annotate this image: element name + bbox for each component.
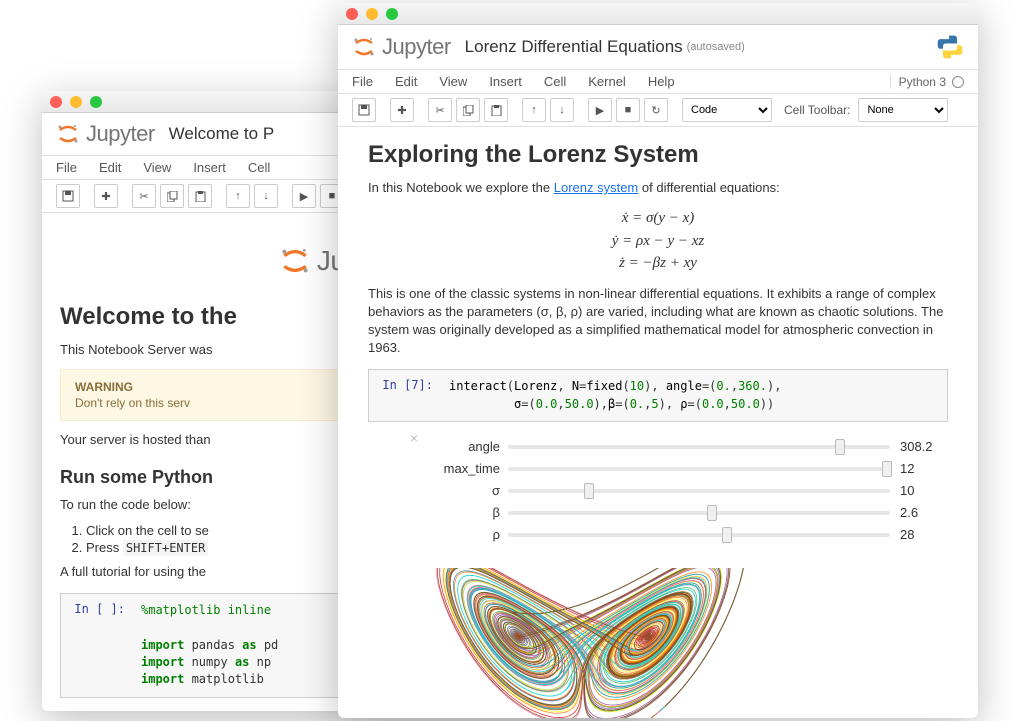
slider-value: 28 xyxy=(900,527,948,542)
notebook-title[interactable]: Lorenz Differential Equations xyxy=(465,37,683,57)
run-button[interactable]: ▶ xyxy=(588,98,612,122)
menu-file[interactable]: File xyxy=(352,74,373,89)
jupyter-icon xyxy=(56,122,80,146)
slider-angle[interactable] xyxy=(508,438,890,454)
menu-file[interactable]: File xyxy=(56,160,77,175)
cell-type-select[interactable]: Code xyxy=(682,98,772,122)
cell-code[interactable]: interact(Lorenz, N=fixed(10), angle=(0.,… xyxy=(439,370,947,421)
jupyter-logo: Jupyter xyxy=(352,34,451,60)
paste-button[interactable] xyxy=(484,98,508,122)
run-button[interactable]: ▶ xyxy=(292,184,316,208)
page-heading: Exploring the Lorenz System xyxy=(368,141,948,169)
slider-value: 10 xyxy=(900,483,948,498)
toolbar: ✚ ✂ ↑ ↓ ▶ ■ ↻ Code Cell Toolbar: None xyxy=(338,94,978,127)
slider-σ[interactable] xyxy=(508,482,890,498)
add-cell-button[interactable]: ✚ xyxy=(390,98,414,122)
cell-toolbar-label: Cell Toolbar: xyxy=(784,103,850,117)
cell-toolbar-select[interactable]: None xyxy=(858,98,948,122)
slider-row: max_time 12 xyxy=(428,460,948,476)
intro-paragraph: In this Notebook we explore the Lorenz s… xyxy=(368,179,948,197)
menu-edit[interactable]: Edit xyxy=(99,160,121,175)
paste-button[interactable] xyxy=(188,184,212,208)
slider-label: σ xyxy=(428,483,500,498)
move-down-button[interactable]: ↓ xyxy=(254,184,278,208)
menu-view[interactable]: View xyxy=(439,74,467,89)
notebook-body: Exploring the Lorenz System In this Note… xyxy=(338,127,978,718)
minimize-icon[interactable] xyxy=(366,8,378,20)
description: This is one of the classic systems in no… xyxy=(368,285,948,358)
add-cell-button[interactable]: ✚ xyxy=(94,184,118,208)
slider-label: β xyxy=(428,505,500,520)
kernel-status-icon xyxy=(952,76,964,88)
menu-insert[interactable]: Insert xyxy=(193,160,226,175)
cell-prompt: In [7]: xyxy=(369,370,439,421)
close-icon[interactable] xyxy=(346,8,358,20)
python-icon xyxy=(936,33,964,61)
move-down-button[interactable]: ↓ xyxy=(550,98,574,122)
logo-text: Jupyter xyxy=(86,121,155,147)
code-cell[interactable]: In [7]: interact(Lorenz, N=fixed(10), an… xyxy=(368,369,948,422)
header: Jupyter Lorenz Differential Equations (a… xyxy=(338,25,978,70)
front-window: Jupyter Lorenz Differential Equations (a… xyxy=(338,3,978,718)
equations: ẋ = σ(y − x) ẏ = ρx − y − xz ż = −βz + x… xyxy=(368,207,948,275)
slider-label: max_time xyxy=(428,461,500,476)
jupyter-icon xyxy=(279,245,311,277)
slider-label: ρ xyxy=(428,527,500,542)
slider-label: angle xyxy=(428,439,500,454)
cut-button[interactable]: ✂ xyxy=(132,184,156,208)
zoom-icon[interactable] xyxy=(90,96,102,108)
slider-row: ρ 28 xyxy=(428,526,948,542)
menu-insert[interactable]: Insert xyxy=(489,74,522,89)
lorenz-plot xyxy=(368,568,798,718)
logo-text: Jupyter xyxy=(382,34,451,60)
close-icon[interactable] xyxy=(50,96,62,108)
copy-button[interactable] xyxy=(160,184,184,208)
lorenz-link[interactable]: Lorenz system xyxy=(554,180,639,195)
zoom-icon[interactable] xyxy=(386,8,398,20)
slider-value: 12 xyxy=(900,461,948,476)
slider-row: angle 308.2 xyxy=(428,438,948,454)
titlebar xyxy=(338,3,978,25)
slider-ρ[interactable] xyxy=(508,526,890,542)
close-widget-icon[interactable]: × xyxy=(410,430,418,446)
notebook-title[interactable]: Welcome to P xyxy=(169,124,275,144)
minimize-icon[interactable] xyxy=(70,96,82,108)
slider-value: 2.6 xyxy=(900,505,948,520)
cut-button[interactable]: ✂ xyxy=(428,98,452,122)
widget-area: × angle 308.2 max_time 12 σ 10 β 2.6 ρ 28 xyxy=(368,422,948,554)
restart-button[interactable]: ↻ xyxy=(644,98,668,122)
menu-kernel[interactable]: Kernel xyxy=(588,74,626,89)
jupyter-logo: Jupyter xyxy=(56,121,155,147)
menu-help[interactable]: Help xyxy=(648,74,675,89)
save-button[interactable] xyxy=(352,98,376,122)
jupyter-icon xyxy=(352,35,376,59)
menubar: File Edit View Insert Cell Kernel Help P… xyxy=(338,70,978,94)
menu-cell[interactable]: Cell xyxy=(248,160,270,175)
autosave-label: (autosaved) xyxy=(687,41,745,53)
kernel-indicator: Python 3 xyxy=(890,75,964,89)
move-up-button[interactable]: ↑ xyxy=(226,184,250,208)
menu-cell[interactable]: Cell xyxy=(544,74,566,89)
slider-row: β 2.6 xyxy=(428,504,948,520)
menu-view[interactable]: View xyxy=(143,160,171,175)
slider-max_time[interactable] xyxy=(508,460,890,476)
slider-β[interactable] xyxy=(508,504,890,520)
move-up-button[interactable]: ↑ xyxy=(522,98,546,122)
cell-prompt: In [ ]: xyxy=(61,594,131,697)
interrupt-button[interactable]: ■ xyxy=(616,98,640,122)
kernel-name: Python 3 xyxy=(899,75,946,89)
slider-row: σ 10 xyxy=(428,482,948,498)
slider-value: 308.2 xyxy=(900,439,948,454)
save-button[interactable] xyxy=(56,184,80,208)
menu-edit[interactable]: Edit xyxy=(395,74,417,89)
copy-button[interactable] xyxy=(456,98,480,122)
